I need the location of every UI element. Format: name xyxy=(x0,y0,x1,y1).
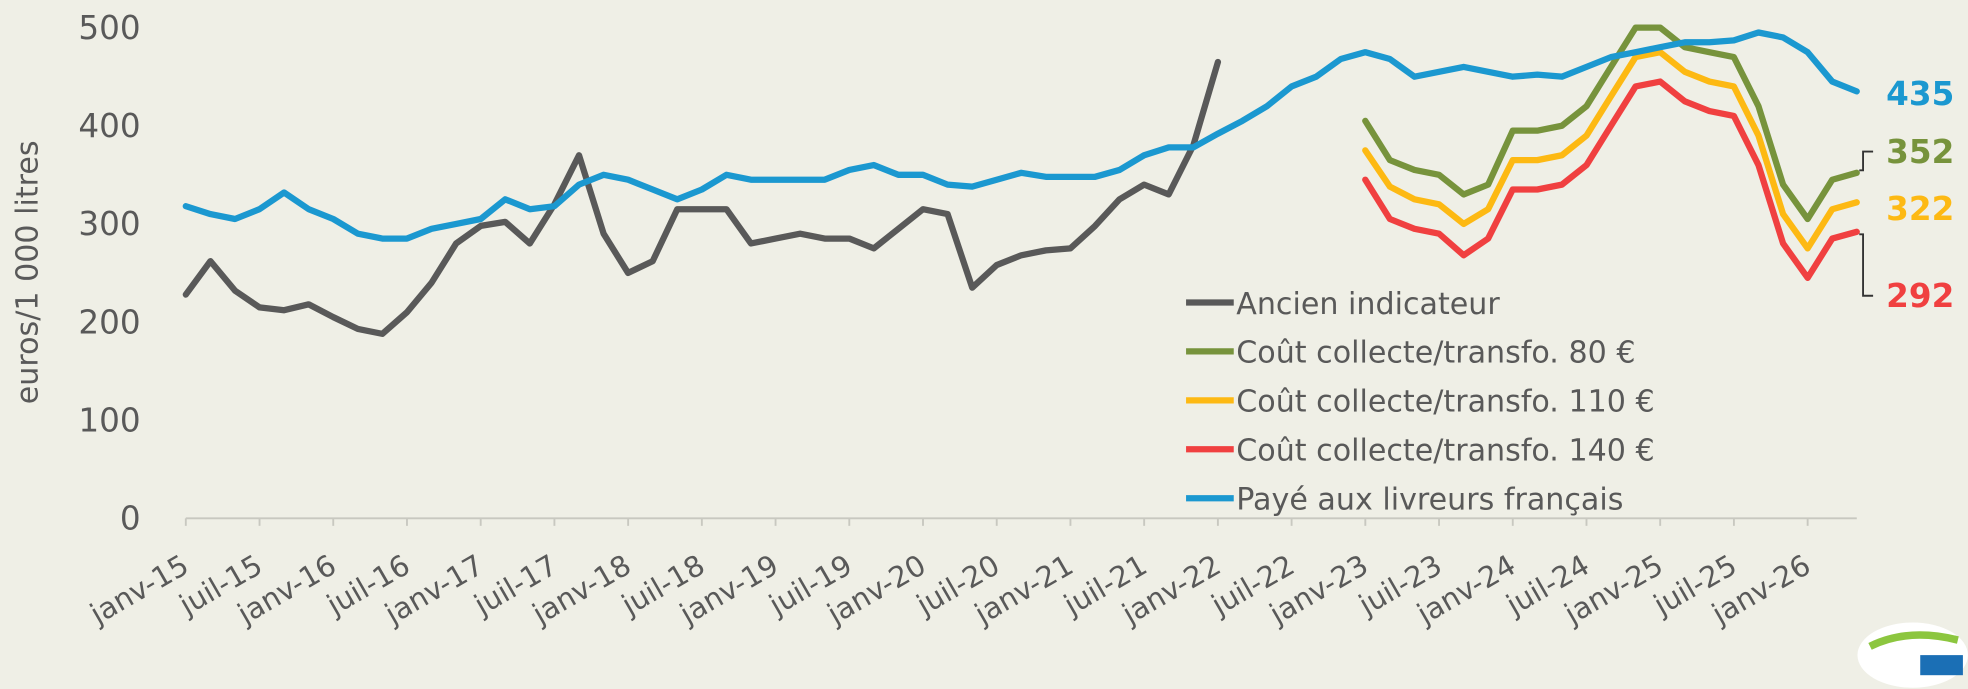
y-tick-label: 300 xyxy=(78,205,140,243)
line-series xyxy=(182,58,1222,337)
y-tick-label: 400 xyxy=(78,107,140,145)
end-label: 322 xyxy=(1886,190,1954,228)
legend-label: Coût collecte/transfo. 140 € xyxy=(1236,434,1654,469)
legend-label: Payé aux livreurs français xyxy=(1236,483,1623,518)
logo xyxy=(1857,622,1968,688)
y-tick-label: 200 xyxy=(78,303,140,341)
y-tick-label: 100 xyxy=(78,401,140,439)
legend: Ancien indicateur Coût collecte/transfo. … xyxy=(1186,287,1655,518)
line-series xyxy=(1362,78,1860,281)
label-bracket xyxy=(1859,150,1874,172)
line-series xyxy=(1362,49,1860,252)
y-axis-label: euros/1 000 litres xyxy=(11,140,46,404)
legend-label: Coût collecte/transfo. 110 € xyxy=(1236,385,1654,420)
y-tick-label: 500 xyxy=(78,9,140,47)
y-tick-label: 0 xyxy=(120,500,141,538)
line-series xyxy=(1362,24,1860,223)
end-label: 292 xyxy=(1886,277,1954,315)
end-label: 352 xyxy=(1886,133,1954,171)
legend-label: Coût collecte/transfo. 80 € xyxy=(1236,336,1635,371)
end-label: 435 xyxy=(1886,75,1954,113)
line-series xyxy=(182,29,1860,242)
label-bracket xyxy=(1859,233,1874,297)
legend-label: Ancien indicateur xyxy=(1236,287,1500,322)
